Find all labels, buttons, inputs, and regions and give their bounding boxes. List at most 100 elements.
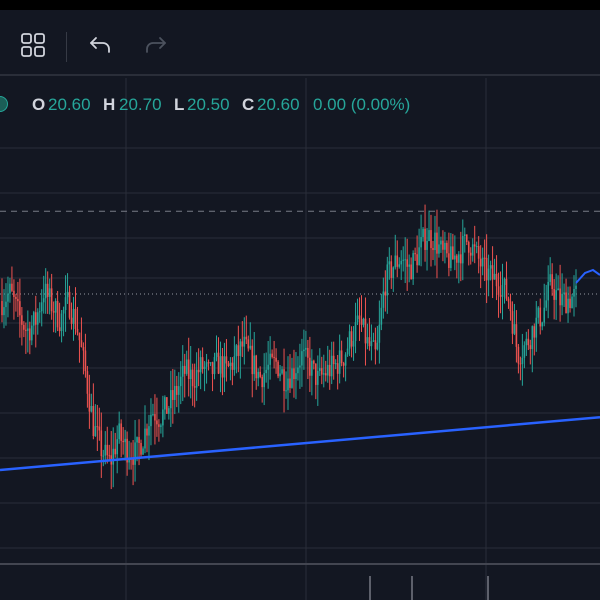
candle-body <box>360 319 363 325</box>
volume-bar-2 <box>487 576 489 600</box>
candle-body <box>477 246 480 259</box>
candle-body <box>108 455 111 457</box>
candle-body <box>436 232 438 254</box>
candle-body <box>203 366 206 370</box>
candle-body <box>529 345 532 350</box>
candle-body <box>52 311 55 313</box>
candle-body <box>467 242 470 253</box>
candle-body <box>257 371 260 379</box>
candle-body <box>444 242 446 250</box>
candle-body <box>195 369 198 388</box>
low-value: 20.50 <box>187 95 230 114</box>
candle-body <box>221 356 224 378</box>
candle-body <box>388 261 391 265</box>
candle-body <box>458 254 460 263</box>
candle-body <box>299 365 301 368</box>
symbol-status-icon[interactable] <box>0 96 8 112</box>
candle-body <box>287 378 289 391</box>
candle-body <box>545 300 548 308</box>
candle-body <box>120 423 122 441</box>
candle-body <box>279 373 281 377</box>
candle-body <box>187 359 190 379</box>
trendline-drawing <box>0 268 600 472</box>
candle-body <box>13 290 15 297</box>
layout-button[interactable] <box>18 30 48 60</box>
candle-body <box>348 331 351 349</box>
candle-body <box>390 261 393 278</box>
candle-body <box>354 322 357 342</box>
candle-body <box>217 352 220 374</box>
candle-body <box>461 235 464 264</box>
price-chart[interactable] <box>0 78 600 600</box>
candle-body <box>66 291 69 298</box>
candle-body <box>543 307 546 323</box>
candle-body <box>152 414 154 416</box>
candle-body <box>44 283 47 299</box>
candle-body <box>173 385 176 400</box>
candle-body <box>495 273 498 287</box>
candle-body <box>295 373 297 380</box>
candle-body <box>376 342 379 350</box>
candle-body <box>11 283 13 291</box>
candle-body <box>519 363 522 365</box>
candle-body <box>446 242 448 254</box>
candle-body <box>94 426 97 437</box>
low-label: L <box>174 95 185 114</box>
candle-body <box>267 364 269 370</box>
candle-body <box>148 426 150 436</box>
candle-body <box>199 357 202 373</box>
open-label: O <box>32 95 46 114</box>
candle-body <box>255 355 258 379</box>
candle-body <box>434 232 436 251</box>
close-value: 20.60 <box>257 95 300 114</box>
candle-body <box>48 288 51 297</box>
candle-body <box>227 363 230 367</box>
candle-body <box>30 325 33 341</box>
redo-button[interactable] <box>140 30 170 60</box>
chart-grid <box>0 78 600 600</box>
candle-body <box>74 308 77 329</box>
candle-body <box>487 268 490 281</box>
volume-bars <box>369 576 489 600</box>
candle-body <box>3 307 5 316</box>
undo-button[interactable] <box>86 30 116 60</box>
price-level-lines <box>0 210 600 295</box>
candle-body <box>92 406 95 437</box>
candle-body <box>70 317 73 324</box>
candle-body <box>507 298 510 302</box>
candle-body <box>62 310 65 314</box>
candle-body <box>265 369 267 374</box>
candle-body <box>215 352 218 358</box>
candle-body <box>17 298 19 302</box>
candle-body <box>233 356 236 370</box>
candle-body <box>450 246 452 268</box>
candle-body <box>315 363 317 385</box>
candle-body <box>382 291 385 308</box>
candle-body <box>469 252 472 256</box>
candle-body <box>517 346 520 364</box>
candle-body <box>32 312 35 326</box>
candle-body <box>454 255 456 260</box>
candle-body <box>541 322 544 327</box>
candle-body <box>344 354 347 366</box>
candle-body <box>156 420 158 425</box>
candle-body <box>332 355 335 365</box>
candle-body <box>160 425 162 427</box>
candle-body <box>416 254 418 266</box>
candle-body <box>460 254 462 264</box>
candle-body <box>60 313 63 332</box>
candle-body <box>499 294 502 297</box>
candle-body <box>505 278 508 299</box>
candle-body <box>424 228 426 250</box>
candle-body <box>275 357 277 362</box>
volume-bar-1 <box>411 576 413 600</box>
candle-body <box>209 362 212 364</box>
candle-body <box>9 283 11 294</box>
candle-body <box>132 459 134 465</box>
candle-body <box>191 369 194 387</box>
candle-body <box>428 230 430 241</box>
open-value: 20.60 <box>48 95 91 114</box>
candle-body <box>362 318 365 325</box>
candle-body <box>501 285 504 297</box>
close-label: C <box>242 95 255 114</box>
